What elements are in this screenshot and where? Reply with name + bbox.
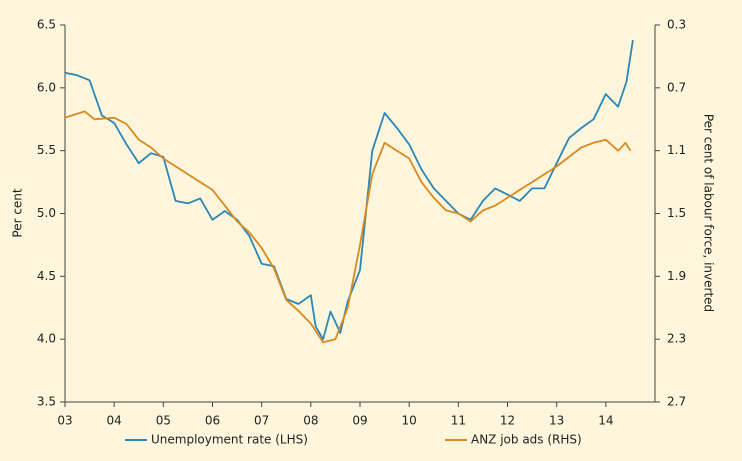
x-tick-label: 13 <box>549 414 564 428</box>
x-tick-label: 10 <box>402 414 417 428</box>
x-tick-label: 08 <box>303 414 318 428</box>
y-tick-label: 4.0 <box>37 332 56 346</box>
x-tick-label: 06 <box>205 414 220 428</box>
y2-tick-label: 1.5 <box>667 206 686 220</box>
y-tick-label: 5.0 <box>37 206 56 220</box>
x-tick-label: 07 <box>254 414 269 428</box>
y-axis-label: Per cent <box>11 188 25 238</box>
y-tick-label: 4.5 <box>37 269 56 283</box>
y2-axis-label: Per cent of labour force, inverted <box>702 114 716 312</box>
x-tick-label: 03 <box>57 414 72 428</box>
y2-tick-label: 2.7 <box>667 395 686 409</box>
y-tick-label: 3.5 <box>37 395 56 409</box>
y-tick-label: 6.5 <box>37 18 56 32</box>
x-tick-label: 14 <box>598 414 613 428</box>
x-tick-label: 09 <box>352 414 367 428</box>
y2-tick-label: 0.7 <box>667 80 686 94</box>
y2-tick-label: 0.3 <box>667 18 686 32</box>
x-tick-label: 12 <box>500 414 515 428</box>
data-line <box>64 110 632 344</box>
y2-tick-label: 2.3 <box>667 332 686 346</box>
x-tick-label: 04 <box>107 414 122 428</box>
y-tick-label: 6.0 <box>37 80 56 94</box>
x-tick-label: 05 <box>156 414 171 428</box>
y2-tick-label: 1.9 <box>667 269 686 283</box>
y2-tick-label: 1.1 <box>667 143 686 157</box>
legend-label: Unemployment rate (LHS) <box>151 433 308 447</box>
y-tick-label: 5.5 <box>37 143 56 157</box>
legend-label: ANZ job ads (RHS) <box>471 433 582 447</box>
x-tick-label: 11 <box>451 414 466 428</box>
